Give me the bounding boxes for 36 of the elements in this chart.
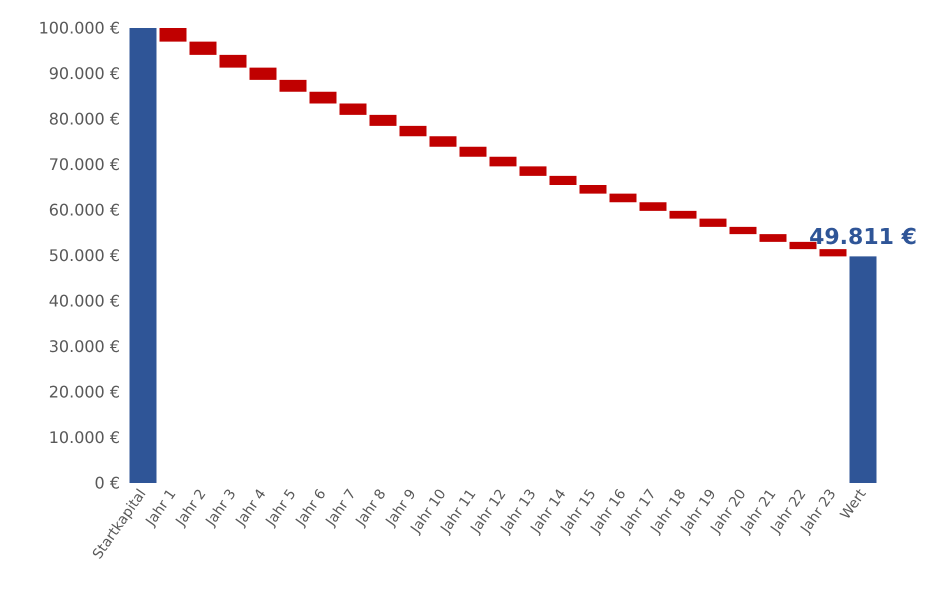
y-tick-label: 20.000 € xyxy=(48,382,120,402)
y-tick-label: 50.000 € xyxy=(48,246,120,265)
bar xyxy=(400,126,426,136)
y-tick-label: 90.000 € xyxy=(48,64,120,83)
bar xyxy=(760,234,786,242)
bar xyxy=(160,28,186,42)
bar xyxy=(730,226,756,234)
bar xyxy=(490,156,516,166)
y-tick-label: 70.000 € xyxy=(48,155,120,174)
bar xyxy=(190,42,216,55)
bar xyxy=(280,80,306,92)
bar xyxy=(340,104,366,115)
bar xyxy=(520,166,546,176)
bar xyxy=(310,92,336,104)
y-tick-label: 60.000 € xyxy=(48,200,120,220)
bar xyxy=(850,256,876,483)
bar xyxy=(610,194,636,202)
bar xyxy=(580,184,606,194)
data-label: 49.811 € xyxy=(809,224,917,250)
bar xyxy=(640,202,666,211)
y-tick-label: 80.000 € xyxy=(48,110,120,128)
y-tick-label: 40.000 € xyxy=(48,292,120,310)
bar xyxy=(130,28,156,483)
bar xyxy=(460,146,486,157)
bar xyxy=(550,176,576,185)
bar xyxy=(820,249,846,256)
bar xyxy=(370,114,396,126)
y-tick-label: 100.000 € xyxy=(38,18,120,38)
bar xyxy=(670,210,696,219)
y-tick-label: 30.000 € xyxy=(48,337,120,356)
bar xyxy=(430,136,456,147)
bar xyxy=(220,54,246,68)
y-tick-label: 0 € xyxy=(94,474,120,492)
y-tick-label: 10.000 € xyxy=(48,428,120,447)
bar xyxy=(250,68,276,80)
bar xyxy=(700,218,726,227)
